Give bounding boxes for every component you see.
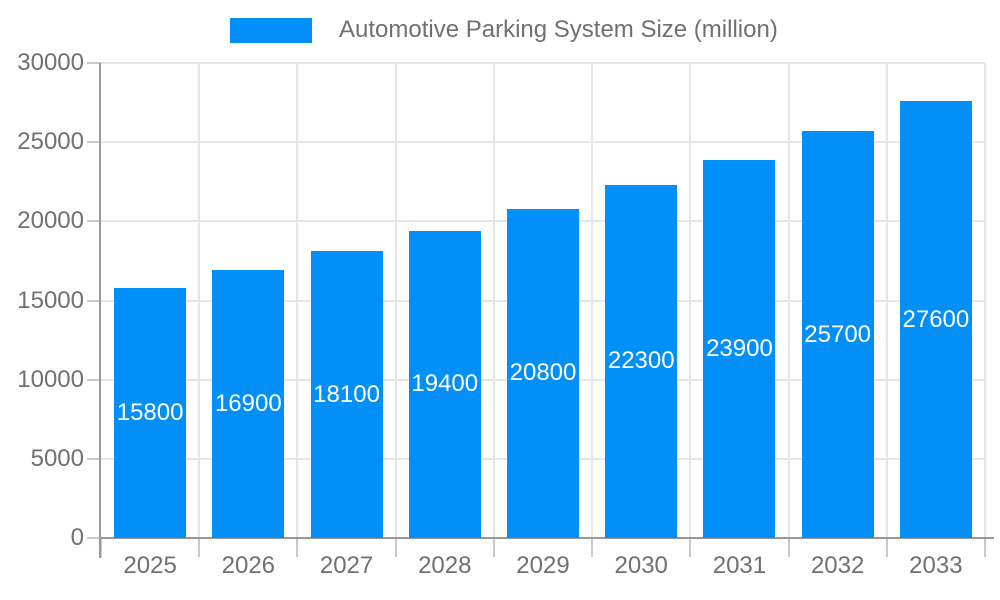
x-gridline bbox=[394, 63, 397, 538]
y-axis-tick bbox=[87, 457, 101, 460]
y-gridline bbox=[101, 141, 985, 144]
bar-value-label: 25700 bbox=[804, 320, 872, 348]
bar-value-label: 20800 bbox=[509, 359, 577, 387]
y-axis-label: 15000 bbox=[17, 286, 84, 314]
y-axis-line bbox=[99, 63, 101, 558]
bar-value-label: 27600 bbox=[902, 305, 970, 333]
x-gridline bbox=[984, 63, 986, 538]
y-axis-tick bbox=[87, 220, 101, 223]
bar-2026[interactable]: 16900 bbox=[212, 270, 285, 538]
x-gridline bbox=[885, 63, 888, 538]
bar-value-label: 16900 bbox=[214, 390, 282, 418]
x-axis-tick bbox=[591, 539, 594, 557]
bar-2028[interactable]: 19400 bbox=[408, 230, 481, 538]
x-axis-label: 2030 bbox=[614, 552, 668, 579]
x-axis-tick bbox=[787, 539, 790, 557]
x-axis-tick bbox=[689, 539, 692, 557]
x-gridline bbox=[296, 63, 299, 538]
x-gridline bbox=[492, 63, 495, 538]
bar-value-label: 19400 bbox=[411, 370, 479, 398]
bar-value-label: 22300 bbox=[607, 347, 675, 375]
bar-2032[interactable]: 25700 bbox=[801, 131, 874, 538]
x-axis-label: 2025 bbox=[123, 552, 177, 579]
y-axis-label: 5000 bbox=[30, 444, 84, 472]
x-axis-label: 2032 bbox=[810, 552, 865, 579]
x-axis-tick bbox=[394, 539, 397, 557]
x-axis-label: 2028 bbox=[418, 552, 472, 579]
y-gridline bbox=[101, 62, 985, 64]
legend-swatch bbox=[230, 17, 312, 43]
y-axis-label: 10000 bbox=[17, 365, 84, 393]
x-axis-tick bbox=[296, 539, 299, 557]
x-axis-tick bbox=[100, 539, 102, 557]
y-axis-label: 20000 bbox=[17, 207, 84, 235]
y-axis-tick bbox=[87, 537, 101, 539]
y-axis-tick bbox=[87, 299, 101, 302]
y-axis-tick bbox=[87, 62, 101, 64]
bar-value-label: 15800 bbox=[116, 398, 184, 426]
bar-2031[interactable]: 23900 bbox=[703, 159, 776, 538]
y-axis-tick bbox=[87, 378, 101, 381]
x-axis-tick bbox=[492, 539, 495, 557]
x-axis-label: 2027 bbox=[319, 552, 374, 579]
bar-2025[interactable]: 15800 bbox=[114, 287, 187, 538]
x-axis-tick bbox=[885, 539, 888, 557]
y-axis-label: 25000 bbox=[17, 128, 84, 156]
bar-value-label: 18100 bbox=[313, 380, 380, 408]
y-axis-label: 0 bbox=[70, 524, 84, 551]
bar-2027[interactable]: 18100 bbox=[310, 251, 383, 538]
x-axis-label: 2029 bbox=[516, 552, 570, 579]
x-gridline bbox=[787, 63, 790, 538]
bar-2030[interactable]: 22300 bbox=[605, 184, 678, 538]
x-axis-label: 2033 bbox=[909, 552, 963, 579]
x-axis-tick bbox=[198, 539, 201, 557]
bar-value-label: 23900 bbox=[706, 334, 773, 362]
x-axis-label: 2026 bbox=[221, 552, 276, 579]
x-gridline bbox=[198, 63, 201, 538]
bar-2029[interactable]: 20800 bbox=[507, 208, 579, 538]
x-gridline bbox=[591, 63, 594, 538]
x-axis-line bbox=[99, 537, 994, 539]
y-axis-label: 30000 bbox=[17, 49, 84, 76]
chart-legend[interactable]: Automotive Parking System Size (million) bbox=[230, 16, 778, 44]
x-axis-label: 2031 bbox=[712, 552, 767, 579]
x-axis-tick bbox=[984, 539, 986, 557]
x-gridline bbox=[689, 63, 692, 538]
legend-label: Automotive Parking System Size (million) bbox=[339, 16, 778, 43]
y-axis-tick bbox=[87, 141, 101, 144]
bar-2033[interactable]: 27600 bbox=[899, 101, 972, 538]
